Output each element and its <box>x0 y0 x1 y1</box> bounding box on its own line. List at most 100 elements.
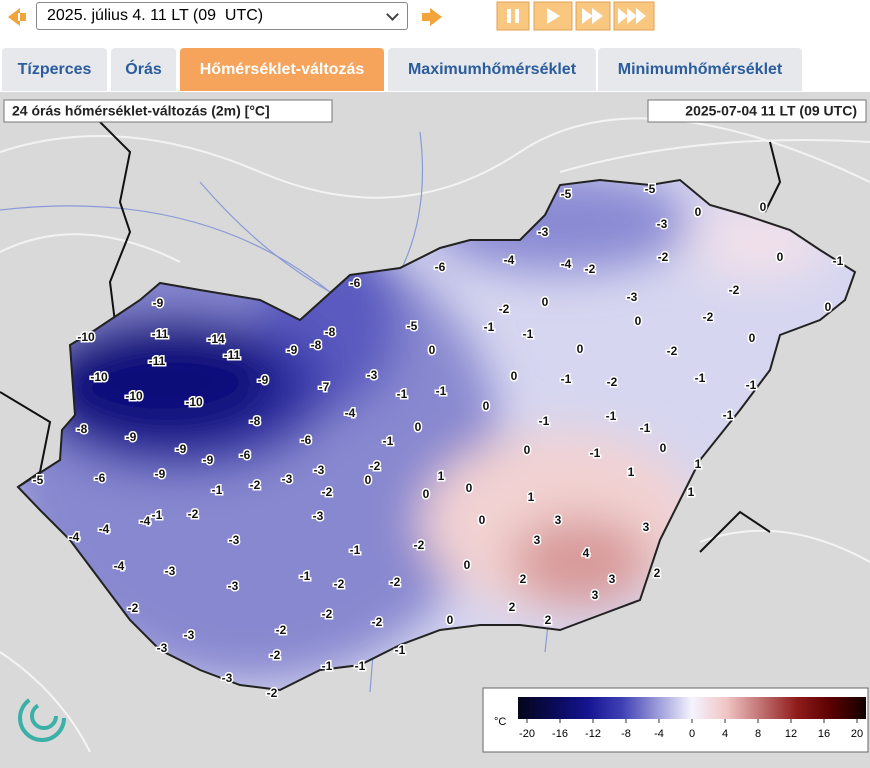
station-value: -3 <box>657 217 668 231</box>
station-value: -1 <box>397 387 408 401</box>
legend-tick-label: 8 <box>755 728 761 740</box>
prev-button[interactable] <box>0 2 30 32</box>
station-value: -5 <box>645 182 656 196</box>
logo <box>18 694 66 742</box>
station-value: -4 <box>99 522 110 536</box>
station-value: -2 <box>267 686 278 700</box>
tab[interactable]: Tízperces <box>2 48 107 91</box>
temperature-field <box>18 180 855 690</box>
station-value: -4 <box>140 514 151 528</box>
station-value: -8 <box>311 338 322 352</box>
station-value: -1 <box>833 254 844 268</box>
station-value: 1 <box>438 469 445 483</box>
station-value: -3 <box>538 225 549 239</box>
station-value: -5 <box>33 473 44 487</box>
station-value: -9 <box>258 373 269 387</box>
country-border <box>16 178 857 692</box>
station-value: -2 <box>658 250 669 264</box>
legend-tick-label: 16 <box>818 728 830 740</box>
station-value: -3 <box>314 463 325 477</box>
legend-tick-label: -16 <box>552 728 568 740</box>
station-value: -4 <box>504 253 515 267</box>
colorbar <box>518 697 866 719</box>
station-value: 1 <box>688 485 695 499</box>
station-value: -2 <box>729 283 740 297</box>
station-value: -2 <box>585 262 596 276</box>
legend-unit: °C <box>494 716 506 728</box>
station-value: -9 <box>176 442 187 456</box>
station-value: 0 <box>464 558 471 572</box>
station-value: -1 <box>561 372 572 386</box>
station-value: -3 <box>184 628 195 642</box>
station-value: -10 <box>90 370 108 384</box>
station-value: -2 <box>414 538 425 552</box>
map-timestamp: 2025-07-04 11 LT (09 UTC) <box>685 103 857 119</box>
station-value: 0 <box>577 342 584 356</box>
station-value: -1 <box>539 414 550 428</box>
station-value: -3 <box>165 564 176 578</box>
station-value: -8 <box>325 325 336 339</box>
station-value: 2 <box>654 566 661 580</box>
datetime-select[interactable]: 2025. július 4. 11 LT (09 UTC) <box>36 2 408 30</box>
station-value: -1 <box>322 659 333 673</box>
station-value: -1 <box>640 421 651 435</box>
station-value: 0 <box>365 473 372 487</box>
station-value: 3 <box>534 533 541 547</box>
station-value: -2 <box>667 344 678 358</box>
station-value: -2 <box>322 485 333 499</box>
next-button[interactable] <box>418 2 448 32</box>
station-value: 0 <box>466 481 473 495</box>
station-value: -2 <box>372 615 383 629</box>
station-value: 4 <box>583 546 590 560</box>
station-value: 0 <box>660 441 667 455</box>
tab[interactable]: Órás <box>111 48 176 91</box>
legend-tick-label: -8 <box>621 728 631 740</box>
station-value: -3 <box>367 368 378 382</box>
station-value: -1 <box>746 378 757 392</box>
station-value: 0 <box>447 613 454 627</box>
station-value: -2 <box>607 375 618 389</box>
station-value: 0 <box>635 314 642 328</box>
station-value: -9 <box>153 296 164 310</box>
station-value: -2 <box>250 478 261 492</box>
station-value: -9 <box>287 343 298 357</box>
station-value: -6 <box>240 448 251 462</box>
map-title-box <box>3 99 333 123</box>
station-value: -2 <box>499 302 510 316</box>
station-value: -3 <box>222 671 233 685</box>
station-value: 0 <box>777 250 784 264</box>
station-value: -1 <box>723 408 734 422</box>
station-value: 3 <box>592 588 599 602</box>
station-value: -1 <box>355 659 366 673</box>
station-value: 0 <box>479 513 486 527</box>
station-value: 0 <box>760 200 767 214</box>
station-value: -5 <box>561 187 572 201</box>
station-value: -8 <box>77 422 88 436</box>
station-value: 1 <box>528 490 535 504</box>
station-value: -4 <box>561 257 572 271</box>
station-value: -9 <box>126 430 137 444</box>
map: -9-10 -11 -14-11-11-10-9 -8-8-9-10 -10-7-4-8… <box>0 92 870 768</box>
playback-controls[interactable] <box>496 0 656 32</box>
station-value: -1 <box>695 371 706 385</box>
station-value: 0 <box>429 343 436 357</box>
station-value: -11 <box>149 354 166 368</box>
station-value: -1 <box>523 327 534 341</box>
station-value: -2 <box>334 577 345 591</box>
station-value: 0 <box>524 443 531 457</box>
station-value: -1 <box>350 543 361 557</box>
legend-tick-label: 4 <box>722 728 728 740</box>
station-value: 3 <box>609 572 616 586</box>
station-value: -6 <box>95 471 106 485</box>
station-value: -1 <box>212 483 223 497</box>
tab[interactable]: Minimumhőmérséklet <box>598 48 802 91</box>
station-value: -1 <box>606 409 617 423</box>
tab[interactable]: Maximumhőmérséklet <box>388 48 596 91</box>
station-value: -2 <box>703 310 714 324</box>
station-value: -11 <box>152 327 169 341</box>
station-value: 0 <box>423 487 430 501</box>
legend-tick-label: 20 <box>851 728 863 740</box>
tab[interactable]: Hőmérséklet-változás <box>180 48 384 91</box>
station-value: 2 <box>545 613 552 627</box>
station-value: 0 <box>511 369 518 383</box>
